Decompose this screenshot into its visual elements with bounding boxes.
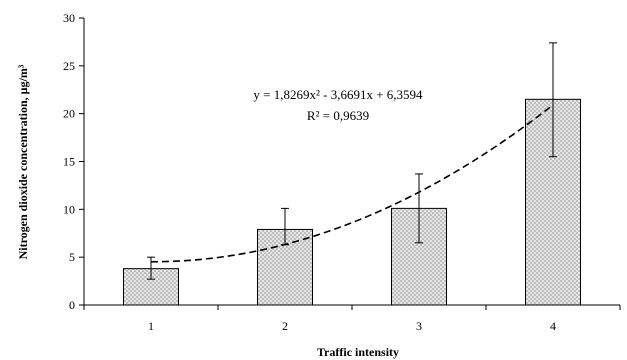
x-tick-label: 1 (148, 319, 154, 333)
y-tick-label: 20 (63, 107, 75, 121)
r-squared-label: R² = 0,9639 (307, 108, 369, 123)
x-tick-label: 3 (416, 319, 422, 333)
trendline (150, 104, 554, 263)
x-axis-title: Traffic intensity (317, 345, 399, 359)
y-axis-title: Nitrogen dioxide concentration, μg/m³ (16, 64, 30, 259)
y-tick-label: 5 (69, 250, 75, 264)
x-tick-label: 4 (550, 319, 556, 333)
trendline-equation: y = 1,8269x² - 3,6691x + 6,3594 (253, 87, 423, 102)
y-tick-label: 15 (63, 155, 75, 169)
y-tick-label: 0 (69, 298, 75, 312)
y-tick-label: 10 (63, 202, 75, 216)
x-tick-label: 2 (282, 319, 288, 333)
bar (123, 268, 179, 306)
y-tick-label: 30 (63, 11, 75, 25)
y-tick-label: 25 (63, 59, 75, 73)
